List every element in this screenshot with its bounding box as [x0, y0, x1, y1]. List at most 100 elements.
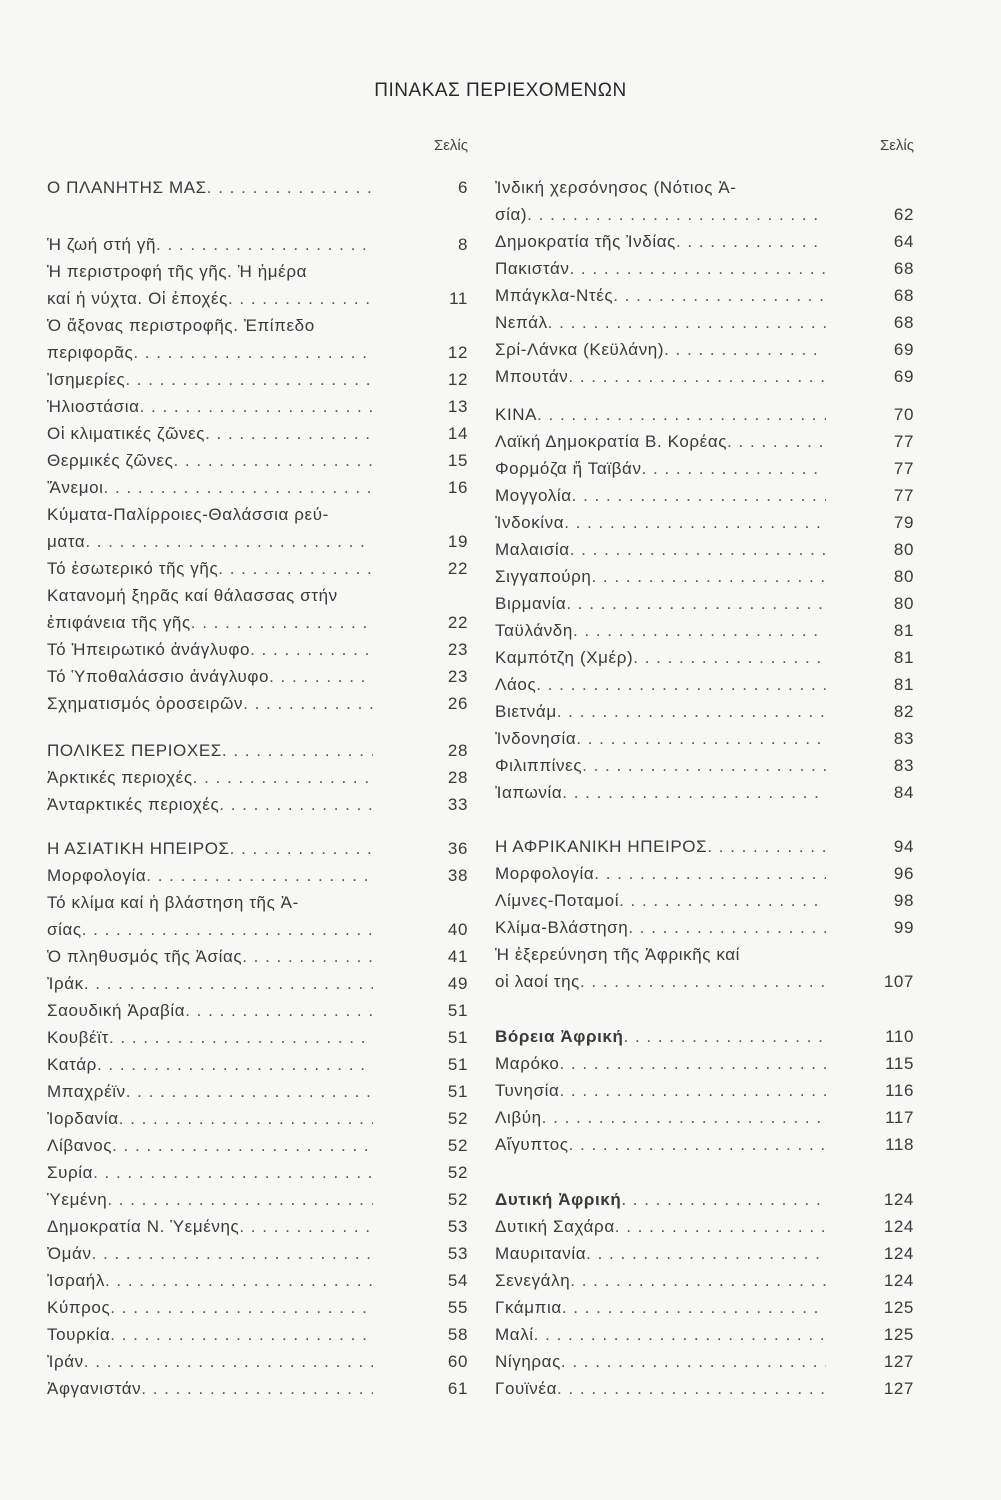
page-number: 53 [447, 1217, 468, 1236]
toc-entry-line: Τό ἐσωτερικό τῆς γῆς 22 [47, 555, 468, 582]
toc-section: Βόρεια Ἀφρική 110 Μαρόκο 115 Τυνησία 116 Λιβύη… [495, 1023, 914, 1158]
entry-title: Ἰνδική χερσόνησος (Νότιος Ἀ- [495, 178, 737, 197]
page-number: 52 [447, 1190, 468, 1209]
dot-leader [628, 914, 826, 941]
toc-entry-line: Κλίμα-Βλάστηση 99 [495, 914, 914, 941]
toc-entry-line: Νίγηρας 127 [495, 1348, 914, 1375]
dot-leader [93, 1159, 373, 1186]
entry-title: Κουβέϊτ [47, 1028, 109, 1047]
entry-title: Σαουδική Ἀραβία [47, 1001, 186, 1020]
dot-leader [707, 833, 826, 860]
page-number: 15 [447, 451, 468, 470]
toc-entry-line: Νεπάλ 68 [495, 309, 914, 336]
toc-entry-line: Ὑεμένη 52 [47, 1186, 468, 1213]
page-number: 6 [457, 178, 468, 197]
dot-leader [105, 1267, 373, 1294]
dot-leader [109, 1024, 373, 1051]
page-number: 23 [447, 640, 468, 659]
dot-leader [559, 1050, 826, 1077]
page-number: 26 [447, 694, 468, 713]
entry-title: Γκάμπια [495, 1298, 562, 1317]
toc-entry-line: ΚΙΝΑ 70 [495, 401, 914, 428]
page-number: 96 [893, 864, 914, 883]
toc-section: ΚΙΝΑ70Λαϊκή Δημοκρατία Β. Κορέας77 Φορμόζ… [495, 401, 914, 806]
toc-entry-line: Σενεγάλη 124 [495, 1267, 914, 1294]
toc-entry-line: Μορφολογία 96 [495, 860, 914, 887]
page-number: 125 [883, 1325, 914, 1344]
entry-title: Ἀρκτικές περιοχές [47, 768, 193, 787]
entry-title: Νίγηρας [495, 1352, 561, 1371]
entry-title: περιφορᾶς [47, 343, 134, 362]
entry-title: ἐπιφάνεια τῆς γῆς [47, 613, 191, 632]
dot-leader [239, 1213, 373, 1240]
dot-leader [141, 1375, 373, 1402]
page-number: 51 [447, 1082, 468, 1101]
entry-title: σία) [495, 205, 528, 224]
toc-section: Ο ΠΛΑΝΗΤΗΣ ΜΑΣ 6 [47, 174, 468, 201]
dot-leader [557, 698, 826, 725]
dot-leader [97, 1051, 373, 1078]
page-number: 51 [447, 1001, 468, 1020]
entry-title: Ὀμάν [47, 1244, 92, 1263]
entry-title: Κύπρος [47, 1298, 111, 1317]
entry-title: Καμπότζη (Χμέρ) [495, 648, 634, 667]
toc-entry-line: Μαλί 125 [495, 1321, 914, 1348]
dot-leader [228, 285, 373, 312]
page-number: 118 [885, 1135, 914, 1154]
page-number: 64 [893, 232, 914, 251]
toc-entry-line: Ἰσραήλ 54 [47, 1267, 468, 1294]
dot-leader [119, 1105, 373, 1132]
page-number: 83 [893, 756, 914, 775]
toc-entry-line: Ἰράκ 49 [47, 970, 468, 997]
dot-leader [140, 393, 373, 420]
page-column-header: Σελίς [879, 137, 914, 154]
toc-entry-line: Ἡ ζωή στή γῆ 8 [47, 231, 468, 258]
dot-leader [569, 1131, 826, 1158]
page-number: 68 [893, 313, 914, 332]
dot-leader [562, 779, 826, 806]
dot-leader [84, 1348, 373, 1375]
page-number: 12 [447, 343, 468, 362]
entry-title: Ἡ ζωή στή γῆ [47, 235, 157, 254]
dot-leader [633, 644, 826, 671]
entry-title: Φορμόζα ἤ Ταϊβάν [495, 459, 642, 478]
entry-title: Νεπάλ [495, 313, 548, 332]
page-number: 58 [447, 1325, 468, 1344]
entry-title: Φιλιππίνες [495, 756, 583, 775]
dot-leader [92, 1240, 373, 1267]
dot-leader [548, 309, 826, 336]
page-number: 28 [447, 741, 468, 760]
toc-entry-line: Ο ΠΛΑΝΗΤΗΣ ΜΑΣ 6 [47, 174, 468, 201]
toc-entry-line: ἐπιφάνεια τῆς γῆς 22 [47, 609, 468, 636]
page-number: 80 [893, 594, 914, 613]
dot-leader [250, 636, 373, 663]
dot-leader [561, 1348, 826, 1375]
toc-entry-line: Λιβύη 117 [495, 1104, 914, 1131]
toc-entry-line: Ταϋλάνδη 81 [495, 617, 914, 644]
dot-leader [112, 1132, 373, 1159]
page-number: 23 [447, 667, 468, 686]
dot-leader [110, 1294, 373, 1321]
toc-entry-line: Ὁ πληθυσμός τῆς Ἀσίας 41 [47, 943, 468, 970]
dot-leader [537, 401, 826, 428]
toc-section: Δυτική Ἀφρική124Δυτική Σαχάρα124Μαυριταν… [495, 1186, 914, 1402]
entry-title: ματα [47, 532, 86, 551]
entry-title: Βιετνάμ [495, 702, 557, 721]
entry-title: Τό Ἠπειρωτικό ἀνάγλυφο [47, 640, 251, 659]
toc-entry-line: Ἰαπωνία 84 [495, 779, 914, 806]
entry-title: Τό κλίμα καί ἡ βλάστηση τῆς Ἀ- [47, 893, 299, 912]
dot-leader [191, 609, 373, 636]
page-number: 98 [893, 891, 914, 910]
entry-title: Αἴγυπτος [495, 1135, 569, 1154]
toc-entry-line: Καμπότζη (Χμέρ) 81 [495, 644, 914, 671]
entry-title: Μαλαισία [495, 540, 570, 559]
page-number: 38 [447, 866, 468, 885]
toc-entry-line: Γκάμπια 125 [495, 1294, 914, 1321]
toc-entry-line: Λαϊκή Δημοκρατία Β. Κορέας 77 [495, 428, 914, 455]
toc-entry-line: σία) 62 [495, 201, 914, 228]
entry-title: Μπαχρέϊν [47, 1082, 126, 1101]
dot-leader [230, 835, 373, 862]
toc-entry-line: Ἡ ἐξερεύνηση τῆς Ἀφρικῆς καί [495, 941, 914, 968]
dot-leader [104, 474, 373, 501]
page-number: 77 [893, 432, 914, 451]
